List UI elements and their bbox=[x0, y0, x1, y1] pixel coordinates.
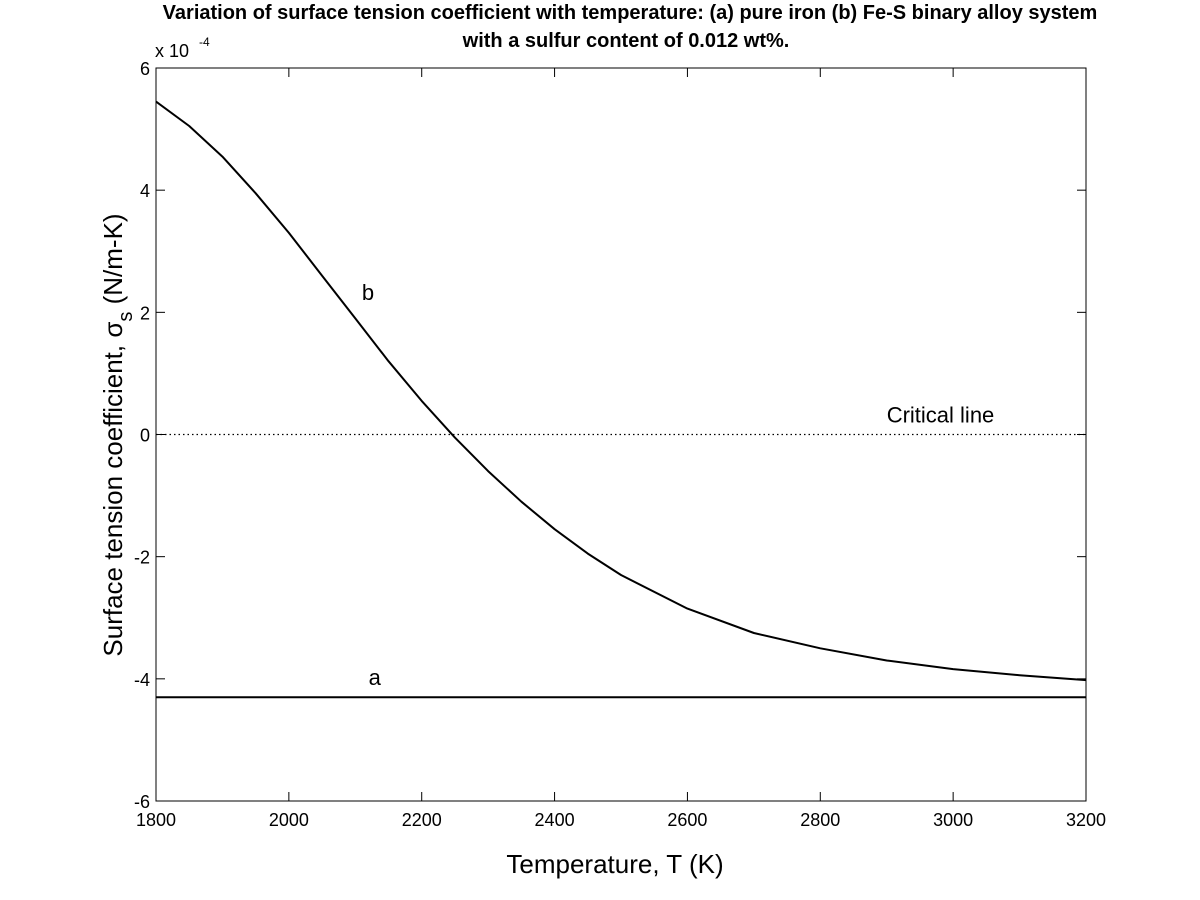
chart-title-line2: with a sulfur content of 0.012 wt%. bbox=[462, 30, 790, 52]
y-tick-label: -4 bbox=[134, 670, 150, 690]
x-tick-label: 2800 bbox=[800, 810, 840, 830]
y-tick-label: -6 bbox=[134, 792, 150, 812]
y-scale-label: x 10 bbox=[155, 41, 189, 61]
y-axis-label-main: Surface tension coefficient, bbox=[98, 338, 128, 657]
x-tick-label: 2200 bbox=[402, 810, 442, 830]
y-axis-label-sub: s bbox=[115, 312, 137, 322]
series-a-label: a bbox=[369, 665, 382, 690]
x-tick-label: 3000 bbox=[933, 810, 973, 830]
y-tick-label: 2 bbox=[140, 303, 150, 323]
series-b-line bbox=[155, 100, 1087, 682]
series-layer: ab bbox=[155, 100, 1087, 699]
x-tick-label: 2400 bbox=[535, 810, 575, 830]
critical-line-label: Critical line bbox=[887, 402, 995, 427]
x-tick-label: 2000 bbox=[269, 810, 309, 830]
y-axis-label-symbol: σ bbox=[98, 322, 128, 338]
y-scale-factor: x 10 -4 bbox=[155, 35, 210, 61]
y-tick-label: 0 bbox=[140, 426, 150, 446]
axes-box bbox=[155, 67, 1087, 802]
y-axis-label-unit: (N/m-K) bbox=[98, 213, 128, 311]
x-tick-label: 2600 bbox=[667, 810, 707, 830]
y-tick-label: 4 bbox=[140, 181, 150, 201]
x-tick-label: 3200 bbox=[1066, 810, 1106, 830]
y-tick-label: 6 bbox=[140, 59, 150, 79]
x-axis-label: Temperature, T (K) bbox=[506, 849, 723, 879]
y-scale-exponent: -4 bbox=[199, 35, 210, 49]
series-b-label: b bbox=[362, 280, 374, 305]
y-tick-label: -2 bbox=[134, 548, 150, 568]
x-tick-label: 1800 bbox=[136, 810, 176, 830]
chart-title-line1: Variation of surface tension coefficient… bbox=[163, 2, 1098, 24]
y-axis-label: Surface tension coefficient, σs (N/m-K) bbox=[98, 213, 137, 656]
ticks-layer: 1800 2000 2200 2400 2600 2800 3000 3200 -6 -4 -2 0 2… bbox=[134, 59, 1106, 830]
